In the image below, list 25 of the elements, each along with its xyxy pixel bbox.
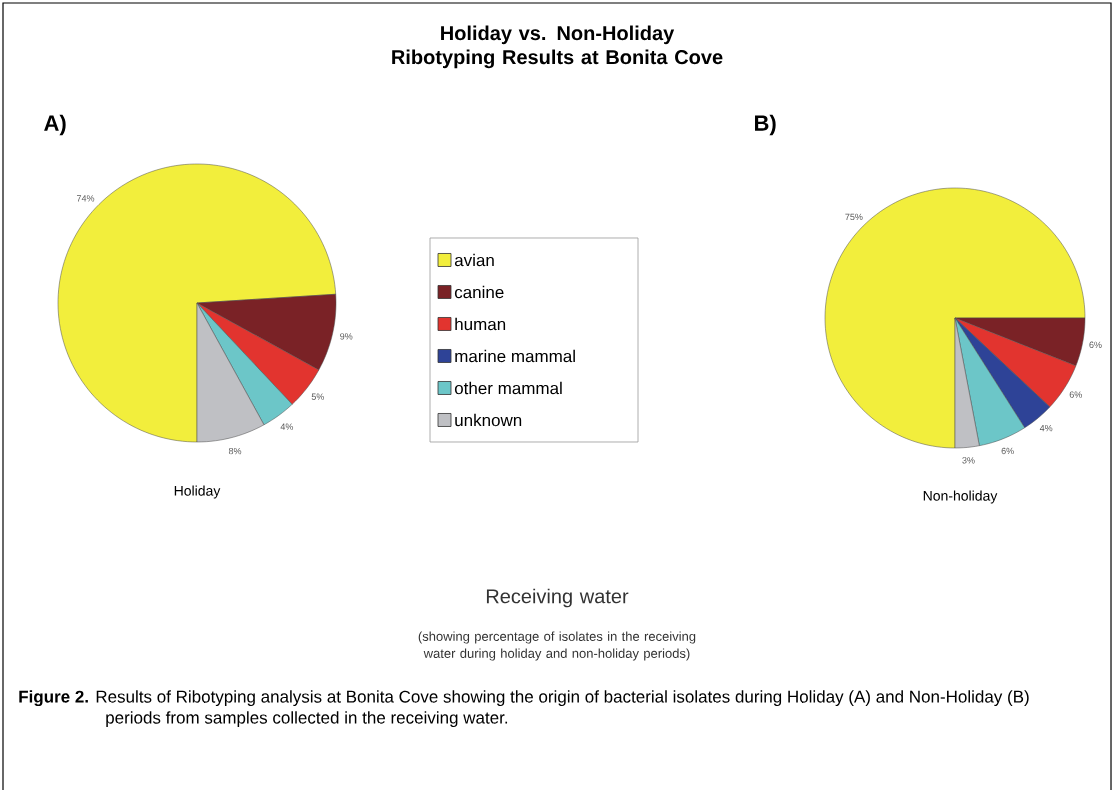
text: Non-holiday — [923, 490, 998, 504]
chart-subtitle: B) — [755, 114, 776, 136]
data-label: 4% — [1039, 425, 1053, 432]
text: Figure 2. Results of Ribotyping analysis at Bonita Cove showing the origin of bacterial isolates during Holiday (A) and Non-Holiday (B) periods from samples collected in the receiving water. — [19, 690, 1029, 728]
legend-label: unknown — [455, 413, 522, 427]
data-label: 75% — [845, 213, 863, 221]
chart-subtitle: A) — [44, 114, 66, 136]
data-label: 6% — [1089, 341, 1102, 348]
data-label: 6% — [1069, 391, 1082, 398]
data-label: 3% — [962, 457, 975, 464]
text: Receiving water — [486, 588, 629, 608]
data-label: 74% — [76, 195, 95, 202]
data-label: 6% — [1001, 447, 1014, 455]
text: Holiday — [174, 485, 221, 499]
legend-label: avian — [454, 253, 494, 267]
text: Holiday vs. Non-Holiday Ribotyping Results at Bonita Cove — [392, 25, 723, 69]
legend-label: other mammal — [454, 381, 562, 395]
data-label: 4% — [280, 423, 294, 430]
data-label: 9% — [340, 333, 353, 340]
legend-label: human — [455, 317, 506, 331]
legend-label: canine — [454, 285, 504, 299]
data-label: 5% — [311, 393, 325, 400]
legend-label: marine mammal — [455, 349, 575, 363]
text: (showing percentage of isolates in the receiving water during holiday and non-holiday periods) — [418, 631, 696, 661]
data-label: 8% — [228, 447, 242, 455]
